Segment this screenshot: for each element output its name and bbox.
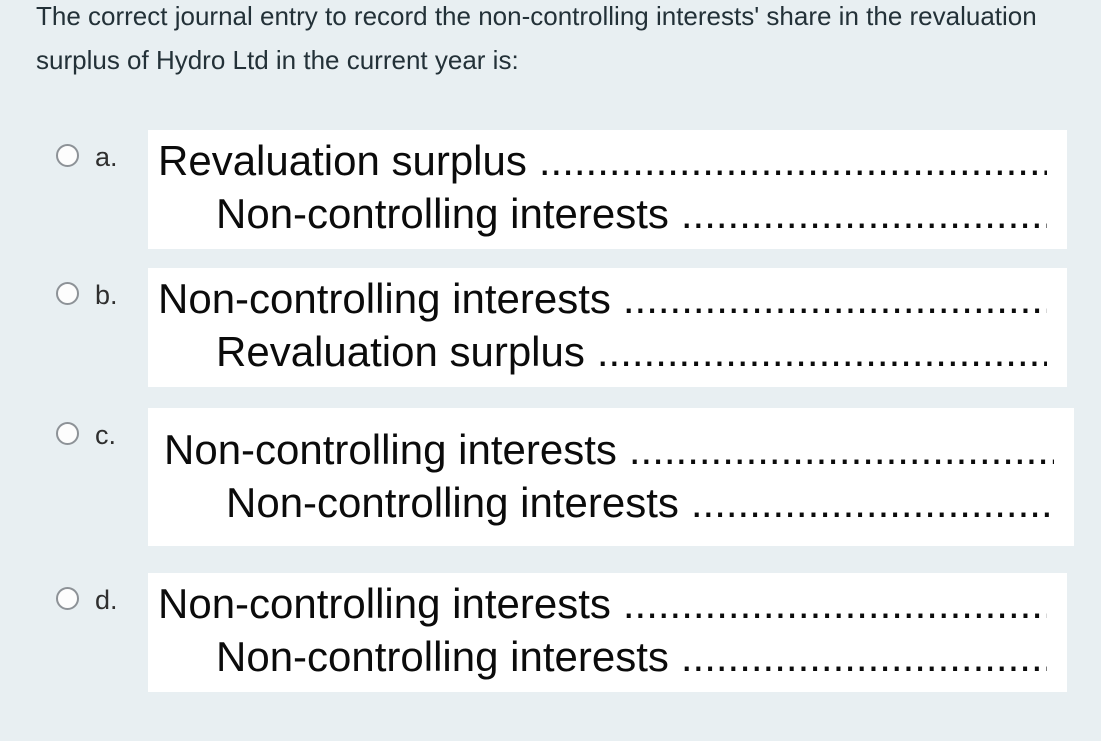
option-row-a: a. Revaluation surplus .................… [0, 130, 1101, 249]
debit-account: Non-controlling interests [158, 580, 611, 627]
dots-leader: ........................................… [628, 426, 1054, 473]
debit-account: Non-controlling interests [158, 275, 611, 322]
debit-line: Non-controlling interests ..............… [158, 272, 1047, 325]
journal-entry-box-c[interactable]: Non-controlling interests ..............… [148, 408, 1074, 546]
debit-line: Non-controlling interests ..............… [158, 577, 1047, 630]
option-c-selector: c. [0, 408, 148, 546]
credit-account: Non-controlling interests [216, 190, 669, 237]
radio-option-a[interactable] [56, 144, 79, 167]
option-letter-c: c. [95, 420, 117, 450]
journal-entry-box-b[interactable]: Non-controlling interests ..............… [148, 268, 1067, 387]
radio-option-c[interactable] [56, 422, 79, 445]
journal-entry-box-d[interactable]: Non-controlling interests ..............… [148, 573, 1067, 692]
journal-entry-box-a[interactable]: Revaluation surplus ....................… [148, 130, 1067, 249]
credit-account: Non-controlling interests [226, 479, 679, 526]
option-letter-d: d. [95, 585, 118, 615]
credit-line: Revaluation surplus ....................… [158, 325, 1047, 378]
debit-line: Non-controlling interests ..............… [164, 423, 1054, 476]
dots-leader: ........................................… [680, 190, 1047, 237]
option-row-b: b. Non-controlling interests ...........… [0, 268, 1101, 387]
dots-leader: ........................................… [538, 137, 1047, 184]
debit-line: Revaluation surplus ....................… [158, 134, 1047, 187]
dots-leader: ........................................… [690, 479, 1054, 526]
option-b-selector: b. [0, 268, 148, 387]
option-row-c: c. Non-controlling interests ...........… [0, 408, 1101, 546]
credit-line: Non-controlling interests ..............… [158, 630, 1047, 683]
question-text: The correct journal entry to record the … [36, 1, 1037, 75]
options-list: a. Revaluation surplus .................… [0, 130, 1101, 692]
dots-leader: ........................................… [622, 275, 1047, 322]
credit-account: Non-controlling interests [216, 633, 669, 680]
debit-account: Revaluation surplus [158, 137, 527, 184]
debit-account: Non-controlling interests [164, 426, 617, 473]
dots-leader: ........................................… [622, 580, 1047, 627]
dots-leader: ........................................… [596, 328, 1047, 375]
option-a-selector: a. [0, 130, 148, 249]
radio-option-b[interactable] [56, 282, 79, 305]
credit-account: Revaluation surplus [216, 328, 585, 375]
radio-option-d[interactable] [56, 587, 79, 610]
option-d-selector: d. [0, 573, 148, 692]
credit-line: Non-controlling interests ..............… [164, 476, 1054, 529]
option-letter-a: a. [95, 142, 118, 172]
option-row-d: d. Non-controlling interests ...........… [0, 573, 1101, 692]
dots-leader: ........................................… [680, 633, 1047, 680]
option-letter-b: b. [95, 280, 118, 310]
credit-line: Non-controlling interests ..............… [158, 187, 1047, 240]
